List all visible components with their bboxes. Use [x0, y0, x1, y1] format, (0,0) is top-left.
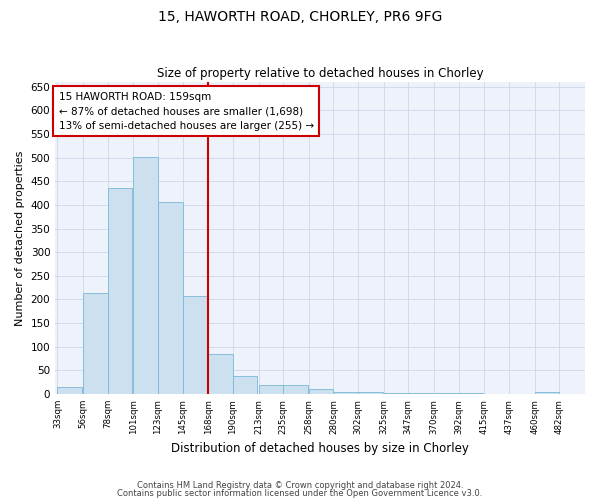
- Bar: [259, 385, 283, 394]
- Bar: [384, 392, 409, 394]
- Bar: [83, 294, 108, 394]
- Bar: [208, 354, 233, 394]
- Bar: [233, 376, 257, 394]
- Text: 15, HAWORTH ROAD, CHORLEY, PR6 9FG: 15, HAWORTH ROAD, CHORLEY, PR6 9FG: [158, 10, 442, 24]
- Bar: [158, 202, 182, 394]
- Text: Contains public sector information licensed under the Open Government Licence v3: Contains public sector information licen…: [118, 488, 482, 498]
- Title: Size of property relative to detached houses in Chorley: Size of property relative to detached ho…: [157, 66, 484, 80]
- Bar: [334, 392, 358, 394]
- Bar: [535, 392, 559, 394]
- Bar: [409, 393, 433, 394]
- Bar: [108, 188, 132, 394]
- Bar: [58, 387, 82, 394]
- Bar: [358, 392, 383, 394]
- X-axis label: Distribution of detached houses by size in Chorley: Distribution of detached houses by size …: [171, 442, 469, 455]
- Y-axis label: Number of detached properties: Number of detached properties: [15, 150, 25, 326]
- Bar: [283, 386, 308, 394]
- Text: Contains HM Land Registry data © Crown copyright and database right 2024.: Contains HM Land Registry data © Crown c…: [137, 481, 463, 490]
- Bar: [182, 296, 207, 394]
- Text: 15 HAWORTH ROAD: 159sqm
← 87% of detached houses are smaller (1,698)
13% of semi: 15 HAWORTH ROAD: 159sqm ← 87% of detache…: [59, 92, 314, 131]
- Bar: [309, 388, 334, 394]
- Bar: [133, 156, 158, 394]
